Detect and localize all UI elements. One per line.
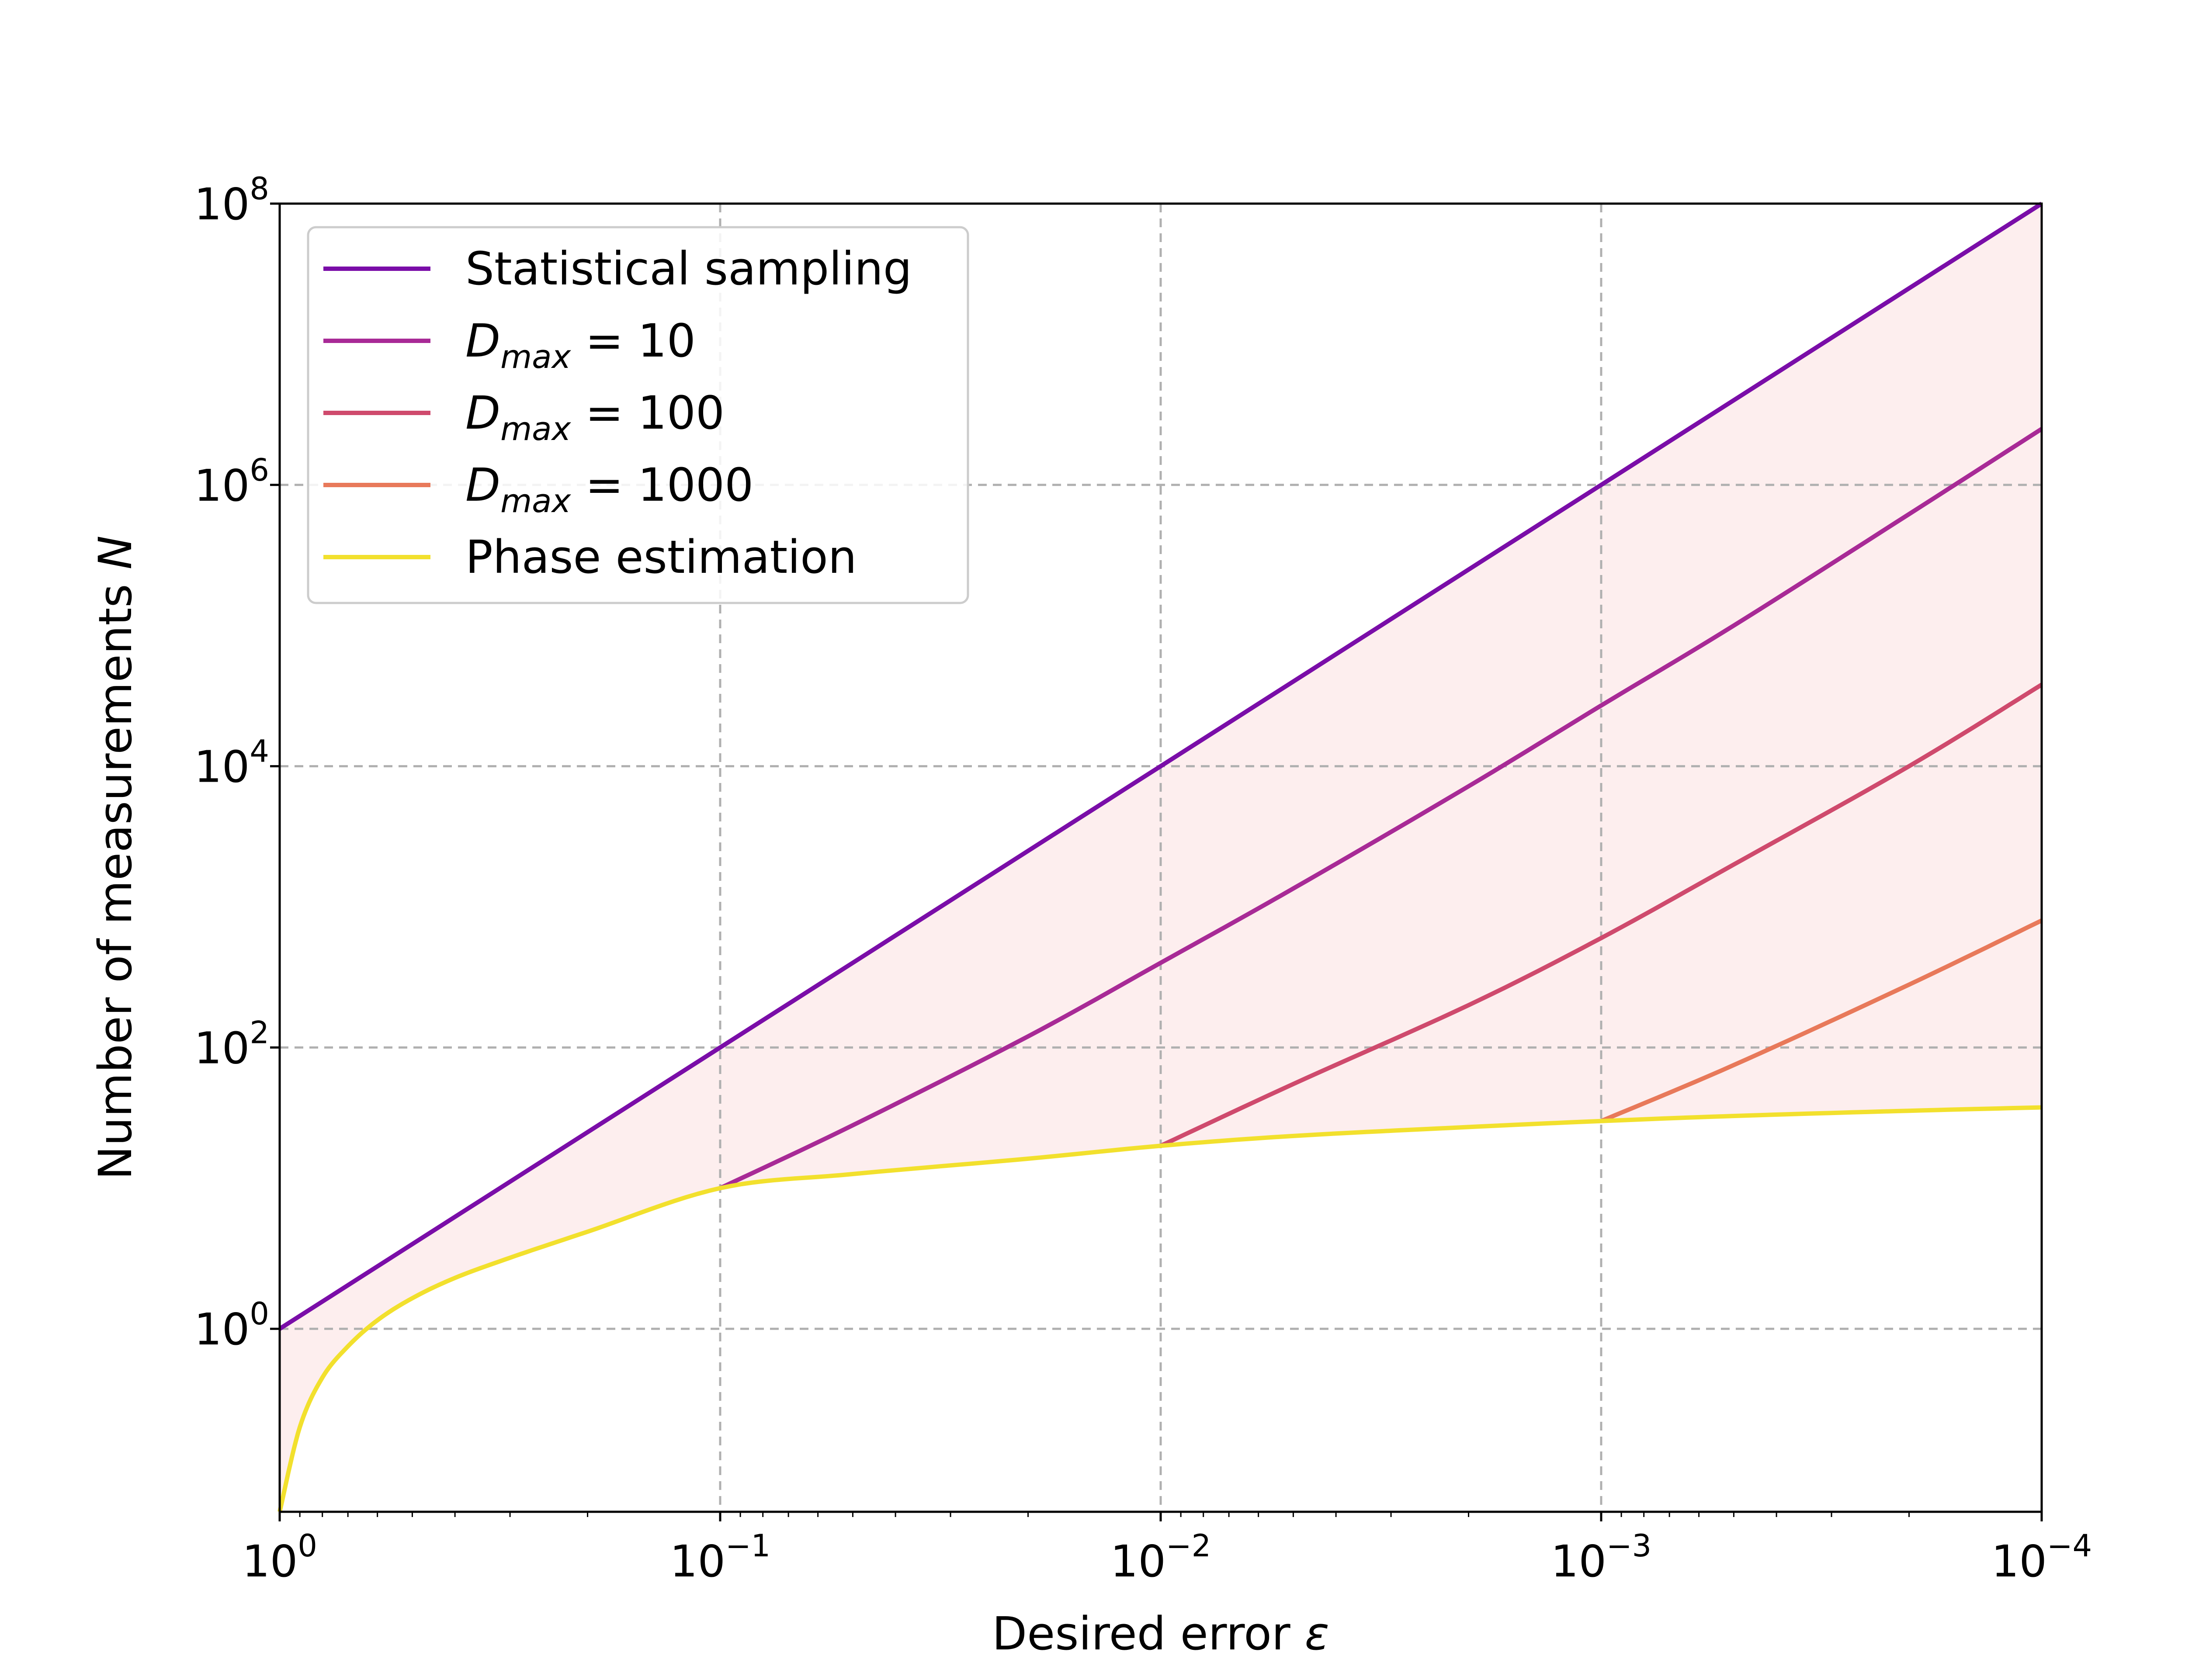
x-axis-label: Desired error ε: [992, 1607, 1329, 1660]
x-axis-label-text: Desired error: [992, 1607, 1305, 1660]
x-tick-label-base: 10: [1110, 1536, 1166, 1587]
x-tick-label-exp: 0: [298, 1528, 317, 1564]
legend-label-sub: max: [500, 410, 571, 448]
x-tick-label-base: 10: [1551, 1536, 1606, 1587]
x-tick-label-exp: −3: [1606, 1528, 1651, 1564]
legend-label-sub: max: [500, 482, 571, 520]
legend-label-symbol: D: [465, 386, 500, 440]
y-tick-label-exp: 8: [250, 171, 269, 207]
x-axis-label-symbol: ε: [1305, 1607, 1329, 1660]
legend-label: Statistical sampling: [465, 242, 912, 295]
x-tick-label: 10−2: [1110, 1528, 1211, 1587]
legend-box: [307, 226, 969, 604]
x-tick-label: 100: [242, 1528, 317, 1587]
x-tick-label: 10−4: [1991, 1528, 2092, 1587]
series-line-d-max-1000: [1600, 918, 2043, 1123]
x-tick-label-base: 10: [242, 1536, 298, 1587]
y-tick-label-base: 10: [194, 741, 250, 793]
x-tick-label-base: 10: [670, 1536, 725, 1587]
y-tick-label-base: 10: [194, 1022, 250, 1074]
x-tick-label: 10−1: [670, 1528, 770, 1587]
y-tick-label: 108: [194, 171, 269, 230]
y-tick-label-base: 10: [194, 179, 250, 230]
y-tick-label-exp: 2: [250, 1015, 269, 1050]
y-tick-label: 102: [194, 1015, 269, 1074]
series-line-d-max-100: [1159, 682, 2043, 1148]
x-tick-label-base: 10: [1991, 1536, 2047, 1587]
legend-label: Dmax = 100: [465, 386, 725, 448]
y-tick-label-exp: 6: [250, 452, 269, 488]
y-axis-label: Number of measurements N: [89, 536, 142, 1180]
series-line-d-max-10: [719, 427, 2043, 1190]
x-tick-label-exp: −1: [725, 1528, 770, 1564]
x-tick-label-exp: −2: [1166, 1528, 1211, 1564]
series-line-statistical-sampling: [278, 201, 2043, 1331]
x-tick-label-exp: −4: [2047, 1528, 2092, 1564]
y-tick-label-base: 10: [194, 460, 250, 511]
x-tick-label: 10−3: [1551, 1528, 1651, 1587]
y-tick-label: 106: [194, 452, 269, 511]
legend-label-value: = 1000: [571, 458, 753, 512]
y-tick-label-base: 10: [194, 1304, 250, 1355]
y-tick-label: 104: [194, 734, 269, 793]
y-tick-label-exp: 4: [250, 734, 269, 769]
legend-label-symbol: D: [465, 314, 500, 367]
legend-label-symbol: D: [465, 458, 500, 512]
legend-label: Phase estimation: [465, 530, 857, 584]
series-line-phase-estimation: [277, 1105, 2042, 1513]
legend-label: Dmax = 10: [465, 314, 696, 376]
y-tick-label: 100: [194, 1296, 269, 1355]
legend-label-value: = 10: [571, 314, 696, 367]
legend-label-sub: max: [500, 338, 571, 376]
y-tick-label-exp: 0: [250, 1296, 269, 1332]
legend-label-value: = 100: [571, 386, 725, 440]
y-axis-label-symbol: N: [89, 536, 142, 570]
legend-label: Dmax = 1000: [465, 458, 753, 520]
y-axis-label-text: Number of measurements: [89, 569, 142, 1180]
